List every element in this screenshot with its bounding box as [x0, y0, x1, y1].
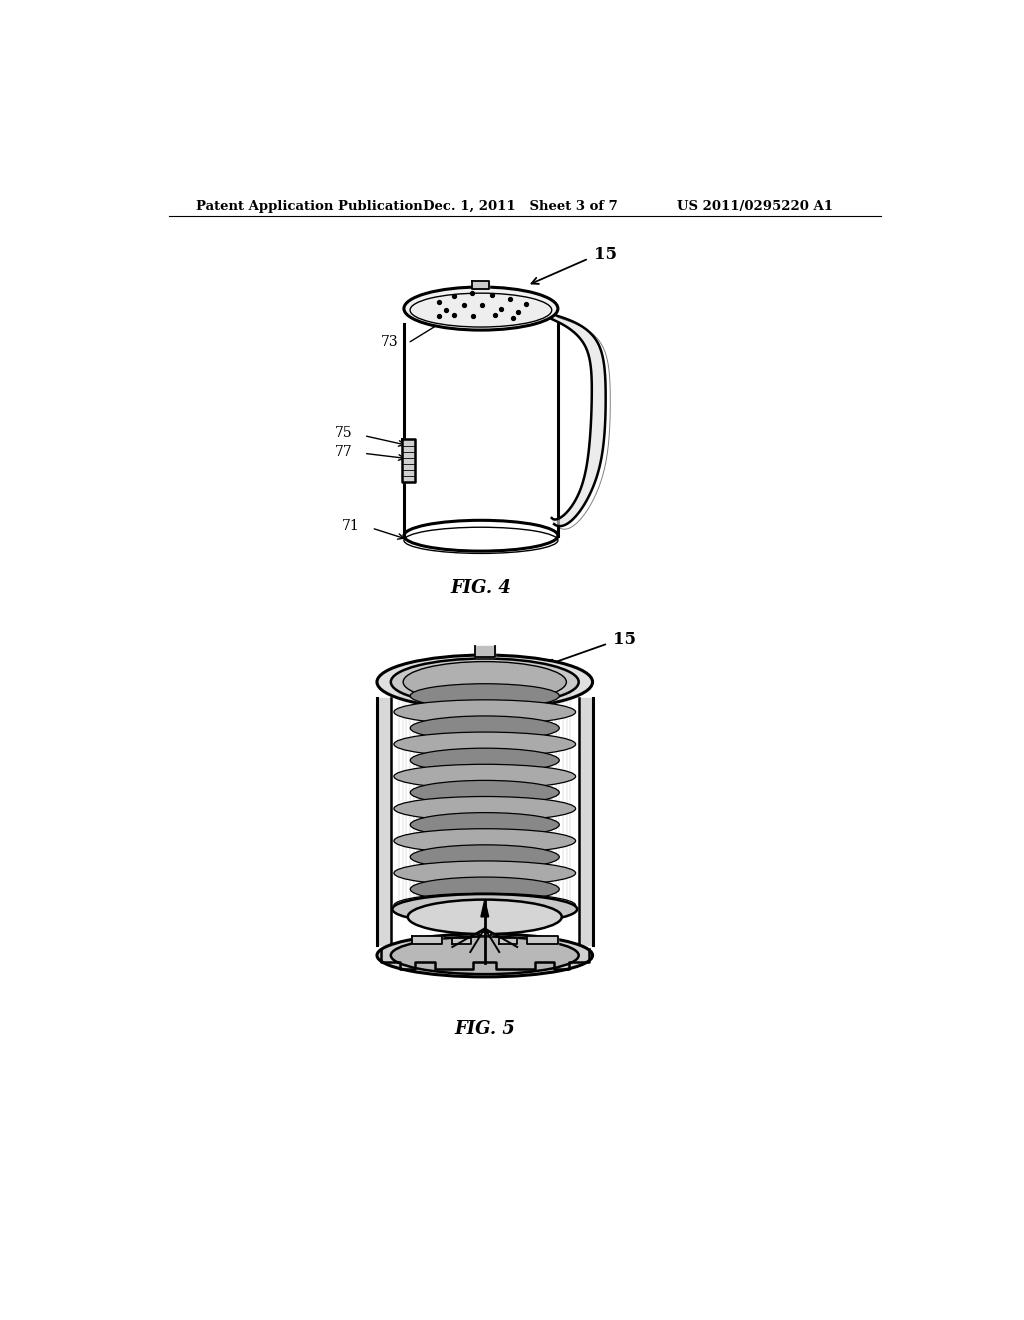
Polygon shape — [478, 932, 490, 936]
Ellipse shape — [408, 900, 562, 935]
Polygon shape — [472, 281, 489, 289]
Ellipse shape — [394, 861, 575, 886]
Ellipse shape — [377, 655, 593, 709]
Text: FIG. 5: FIG. 5 — [455, 1019, 515, 1038]
Text: Dec. 1, 2011   Sheet 3 of 7: Dec. 1, 2011 Sheet 3 of 7 — [423, 199, 617, 213]
Polygon shape — [527, 936, 558, 944]
Ellipse shape — [411, 748, 559, 772]
Ellipse shape — [394, 700, 575, 725]
Ellipse shape — [411, 780, 559, 805]
Text: 15: 15 — [613, 631, 636, 648]
Polygon shape — [475, 645, 495, 656]
Text: Patent Application Publication: Patent Application Publication — [196, 199, 423, 213]
Ellipse shape — [394, 764, 575, 788]
Ellipse shape — [391, 937, 579, 974]
Polygon shape — [453, 937, 471, 944]
Ellipse shape — [411, 715, 559, 741]
Text: US 2011/0295220 A1: US 2011/0295220 A1 — [677, 199, 834, 213]
Polygon shape — [481, 900, 488, 917]
Text: 77: 77 — [335, 445, 352, 459]
Ellipse shape — [377, 933, 593, 977]
Ellipse shape — [403, 661, 566, 702]
Text: 73: 73 — [381, 335, 398, 348]
Ellipse shape — [411, 813, 559, 837]
Polygon shape — [377, 698, 391, 945]
Ellipse shape — [394, 829, 575, 853]
Polygon shape — [551, 313, 605, 527]
Polygon shape — [499, 937, 517, 944]
Ellipse shape — [410, 293, 552, 327]
Text: 71: 71 — [342, 520, 360, 533]
Text: 75: 75 — [335, 426, 352, 441]
Ellipse shape — [394, 733, 575, 756]
Ellipse shape — [411, 876, 559, 902]
Ellipse shape — [394, 796, 575, 821]
Polygon shape — [402, 440, 415, 482]
Polygon shape — [412, 936, 442, 944]
Ellipse shape — [392, 894, 578, 924]
Ellipse shape — [394, 894, 575, 917]
Polygon shape — [579, 698, 593, 945]
Ellipse shape — [411, 684, 559, 708]
Ellipse shape — [403, 286, 558, 330]
Text: 15: 15 — [594, 246, 617, 263]
Ellipse shape — [391, 659, 579, 705]
Text: FIG. 4: FIG. 4 — [451, 579, 511, 597]
Ellipse shape — [411, 845, 559, 869]
